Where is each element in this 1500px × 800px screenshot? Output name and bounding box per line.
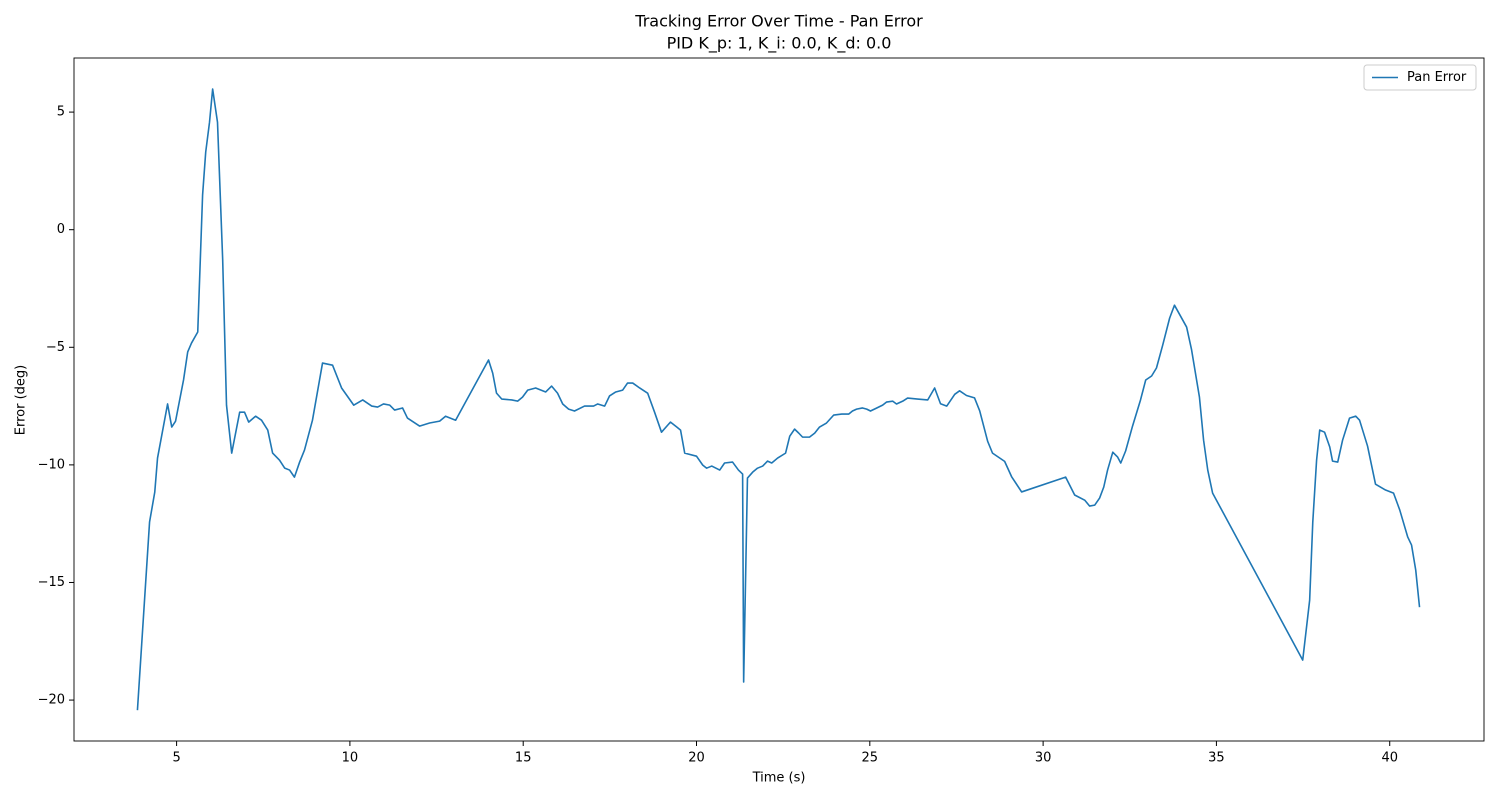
x-tick-label: 40 <box>1381 751 1398 766</box>
data-line <box>136 88 1421 711</box>
y-tick-label: −5 <box>46 340 65 355</box>
y-axis-label: Error (deg) <box>14 365 29 435</box>
y-tick-label: −20 <box>38 693 65 708</box>
chart-title: Tracking Error Over Time - Pan Error <box>634 12 923 31</box>
chart-subtitle: PID K_p: 1, K_i: 0.0, K_d: 0.0 <box>667 34 892 54</box>
x-tick-label: 20 <box>688 751 705 766</box>
x-tick-label: 15 <box>515 751 532 766</box>
x-tick-label: 25 <box>862 751 879 766</box>
x-tick-label: 30 <box>1035 751 1052 766</box>
x-tick-label: 35 <box>1208 751 1225 766</box>
y-tick-label: 5 <box>57 105 65 120</box>
y-tick-label: −15 <box>38 575 65 590</box>
plot-frame <box>73 57 1485 742</box>
y-tick-label: −10 <box>38 457 65 472</box>
x-axis-label: Time (s) <box>752 771 806 786</box>
legend-box <box>1363 64 1477 91</box>
x-tick-label: 10 <box>342 751 359 766</box>
y-tick-label: 0 <box>57 222 65 237</box>
legend-label: Pan Error <box>1407 70 1467 85</box>
x-tick-label: 5 <box>172 751 180 766</box>
